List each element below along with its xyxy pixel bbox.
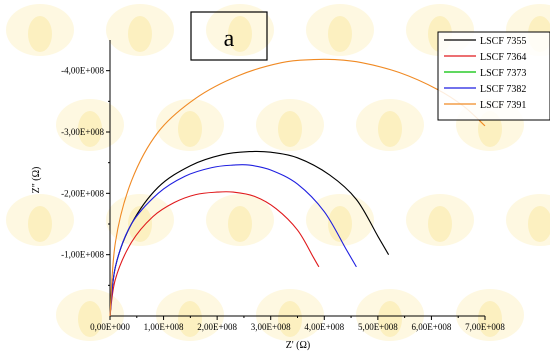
watermark-motif	[178, 301, 202, 337]
y-axis-title: Z" (Ω)	[31, 167, 42, 194]
legend-label: LSCF 7364	[480, 52, 526, 63]
watermark-motif	[78, 111, 102, 147]
y-tick-label: -2,00E+008	[61, 188, 104, 198]
legend-label: LSCF 7373	[480, 68, 526, 79]
y-tick-label: -4,00E+008	[61, 66, 104, 76]
watermark-motif	[478, 301, 502, 337]
background-watermark	[6, 4, 550, 341]
series-line-lscf-7391	[109, 58, 486, 317]
x-tick-label: 2,00E+008	[197, 322, 237, 332]
panel-label-box	[190, 11, 268, 61]
watermark-motif	[128, 206, 152, 242]
x-tick-label: 5,00E+008	[358, 322, 398, 332]
x-tick-label: 7,00E+008	[465, 322, 505, 332]
y-tick-label: -1,00E+008	[61, 250, 104, 260]
panel-label: a	[224, 26, 235, 52]
watermark-motif	[378, 301, 402, 337]
watermark-motif	[378, 111, 402, 147]
legend: LSCF 7355 LSCF 7364 LSCF 7373 LSCF 7382 LSCF…	[437, 31, 550, 121]
watermark-motif	[78, 301, 102, 337]
watermark-motif	[128, 16, 152, 52]
series-lines	[109, 58, 486, 317]
watermark-motif	[278, 111, 302, 147]
watermark-motif	[178, 111, 202, 147]
legend-label: LSCF 7391	[480, 100, 526, 111]
x-tick-label: 1,00E+008	[144, 322, 184, 332]
legend-label: LSCF 7382	[480, 84, 526, 95]
watermark-motif	[428, 206, 452, 242]
y-tick-label: -3,00E+008	[61, 127, 104, 137]
legend-label: LSCF 7355	[480, 36, 526, 47]
watermark-motif	[528, 206, 550, 242]
axes	[109, 40, 485, 317]
watermark-motif	[28, 206, 52, 242]
watermark-motif	[28, 16, 52, 52]
x-tick-label: 4,00E+008	[304, 322, 344, 332]
y-ticks: -1,00E+008 -2,00E+008 -3,00E+008 -4,00E+008	[61, 66, 110, 286]
legend-box	[437, 31, 550, 121]
x-axis-title: Z' (Ω)	[286, 340, 311, 351]
watermark-motif	[228, 16, 252, 52]
x-tick-label: 6,00E+008	[412, 322, 452, 332]
watermark-motif	[328, 206, 352, 242]
watermark-motif	[328, 16, 352, 52]
x-tick-label: 0,00E+000	[90, 322, 130, 332]
x-ticks: 0,00E+000 1,00E+008 2,00E+008 3,00E+008 4,00…	[90, 316, 505, 332]
watermark-motif	[278, 301, 302, 337]
series-line-lscf-7364	[109, 191, 320, 317]
series-line-lscf-7382	[109, 164, 357, 317]
x-tick-label: 3,00E+008	[251, 322, 291, 332]
watermark-motif	[228, 206, 252, 242]
